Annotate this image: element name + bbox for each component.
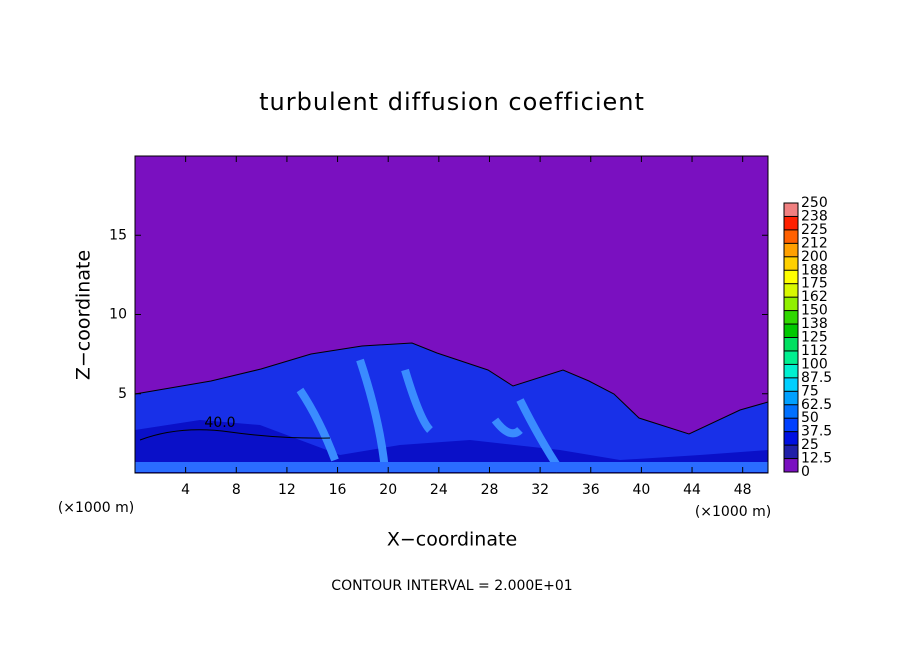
x-tick-label: 12 (278, 482, 296, 498)
colorbar-label: 12.5 (801, 451, 832, 467)
field (134, 155, 769, 474)
colorbar-label: 87.5 (801, 370, 832, 386)
colorbar-label: 175 (801, 276, 828, 292)
colorbar-band (784, 203, 798, 217)
colorbar-band (784, 256, 798, 271)
colorbar-band (784, 364, 798, 378)
colorbar-label: 25 (801, 437, 819, 453)
colorbar-band (784, 377, 798, 392)
colorbar-label: 250 (801, 195, 828, 211)
colorbar-band (784, 229, 798, 244)
x-tick-label: 40 (632, 482, 650, 498)
colorbar-label: 225 (801, 222, 828, 238)
colorbar-band (784, 337, 798, 351)
colorbar-band (784, 418, 798, 432)
colorbar-label: 0 (801, 464, 810, 480)
x-tick-label: 32 (531, 482, 549, 498)
colorbar-band (784, 243, 798, 257)
colorbar-label: 212 (801, 235, 828, 251)
colorbar-band (784, 310, 798, 325)
colorbar-band (784, 458, 798, 472)
colorbar-label: 75 (801, 383, 819, 399)
colorbar-band (784, 283, 798, 298)
colorbar-label: 150 (801, 303, 828, 319)
contour-label: 40.0 (204, 415, 235, 431)
x-tick-label: 28 (481, 482, 499, 498)
colorbar-label: 100 (801, 356, 828, 372)
colorbar-band (784, 297, 798, 311)
colorbar-band (784, 404, 798, 419)
colorbar-band (784, 350, 798, 365)
colorbar-label: 238 (801, 208, 828, 224)
x-tick-label: 20 (379, 482, 397, 498)
colorbar-label: 62.5 (801, 397, 832, 413)
colorbar-band (784, 391, 798, 405)
colorbar-label: 125 (801, 330, 828, 346)
footer: CONTOUR INTERVAL = 2.000E+01 (331, 578, 572, 594)
x-tick-label: 8 (232, 482, 241, 498)
colorbar-band (784, 445, 798, 459)
colorbar-label: 188 (801, 262, 828, 278)
colorbar-label: 138 (801, 316, 828, 332)
y-tick-label: 15 (109, 227, 127, 243)
colorbar-band (784, 270, 798, 284)
x-tick-label: 24 (430, 482, 448, 498)
y-tick-label: 10 (109, 307, 127, 323)
x-tick-label: 4 (181, 482, 190, 498)
colorbar-label: 37.5 (801, 424, 832, 440)
x-unit-right: (×1000 m) (695, 504, 771, 520)
colorbar-label: 50 (801, 410, 819, 426)
x-tick-label: 44 (683, 482, 701, 498)
y-axis-label: Z−coordinate (73, 250, 95, 380)
x-tick-label: 36 (582, 482, 600, 498)
chart-title: turbulent diffusion coefficient (259, 88, 645, 116)
x-axis-label: X−coordinate (387, 529, 517, 551)
y-tick-label: 5 (118, 386, 127, 402)
x-unit-left: (×1000 m) (58, 500, 134, 516)
colorbar-label: 112 (801, 343, 828, 359)
x-tick-label: 48 (734, 482, 752, 498)
colorbar-band (784, 216, 798, 230)
colorbar-label: 200 (801, 249, 828, 265)
x-tick-label: 16 (329, 482, 347, 498)
colorbar-band (784, 431, 798, 446)
colorbar-band (784, 324, 798, 338)
colorbar-label: 162 (801, 289, 828, 305)
